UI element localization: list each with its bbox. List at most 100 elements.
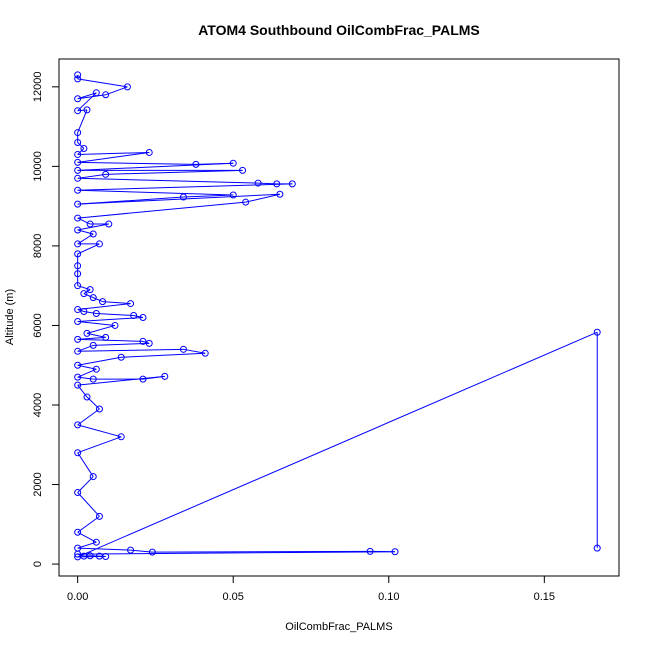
data-point	[74, 186, 82, 194]
data-point	[105, 220, 113, 228]
data-point	[74, 75, 82, 83]
series-segment	[77, 151, 150, 155]
y-tick-label: 10000	[32, 151, 44, 182]
series-segment	[96, 313, 134, 317]
y-tick-label: 6000	[32, 313, 44, 337]
data-point	[74, 129, 82, 137]
series-segment	[77, 285, 91, 291]
series-segment	[183, 348, 206, 354]
series-segment	[77, 109, 88, 133]
series-segment	[77, 348, 184, 352]
data-point	[74, 158, 82, 166]
y-tick-label: 8000	[32, 234, 44, 258]
series-segment	[77, 177, 259, 184]
series-segment	[245, 193, 281, 203]
data-point	[145, 339, 153, 347]
series-segment	[86, 324, 116, 334]
series-segment	[77, 547, 131, 551]
data-point	[86, 552, 94, 560]
data-point	[276, 190, 284, 198]
series-segment	[77, 161, 196, 165]
y-axis-label: Altitude (m)	[4, 289, 16, 345]
data-point	[161, 372, 169, 380]
data-point	[273, 180, 281, 188]
data-point	[99, 298, 107, 306]
series-segment	[93, 342, 150, 346]
data-point	[74, 95, 82, 103]
data-point	[74, 226, 82, 234]
data-point	[148, 548, 156, 556]
x-tick-label: 0.15	[534, 591, 555, 603]
data-point	[117, 353, 125, 361]
data-point	[127, 300, 135, 308]
data-point	[74, 282, 82, 290]
data-point	[83, 393, 91, 401]
series-segment	[77, 338, 144, 342]
data-point	[74, 270, 82, 278]
data-point	[74, 139, 82, 147]
data-point	[92, 365, 100, 373]
data-point	[391, 548, 399, 556]
data-point	[139, 314, 147, 321]
series-segment	[77, 243, 100, 255]
series-segment	[77, 78, 128, 88]
data-point	[179, 345, 187, 353]
series-segment	[77, 408, 100, 426]
data-point	[74, 250, 82, 258]
data-point	[123, 83, 131, 91]
data-point	[288, 180, 296, 188]
data-point	[80, 290, 88, 298]
data-point	[130, 312, 138, 320]
series-segment	[77, 424, 122, 438]
series-segment	[77, 217, 91, 225]
series-segment	[77, 201, 246, 219]
series-segment	[77, 476, 94, 493]
data-point	[179, 193, 187, 201]
series-segment	[105, 86, 128, 96]
series-segment	[77, 223, 109, 231]
data-point	[80, 308, 88, 316]
series-segment	[83, 293, 94, 299]
data-point	[74, 347, 82, 355]
series-segment	[77, 303, 131, 311]
series-segment	[77, 436, 122, 454]
series-segment	[77, 551, 396, 555]
series-segment	[77, 384, 88, 398]
series-segment	[77, 173, 106, 179]
data-point	[102, 170, 110, 178]
data-point	[74, 317, 82, 325]
data-point	[74, 449, 82, 457]
data-point	[80, 144, 88, 152]
series-segment	[77, 515, 100, 533]
data-point	[92, 89, 100, 97]
series-segment	[77, 183, 293, 191]
series-segment	[77, 151, 150, 163]
series-segment	[77, 92, 97, 112]
data-point	[86, 286, 94, 294]
data-point	[192, 160, 200, 168]
data-point	[111, 321, 119, 329]
data-point	[89, 230, 97, 238]
data-point	[74, 240, 82, 248]
data-point	[89, 341, 97, 349]
data-point	[229, 191, 237, 199]
data-point	[74, 553, 82, 561]
data-point	[117, 433, 125, 441]
series-segment	[77, 189, 234, 196]
data-point	[74, 166, 82, 174]
series-segment	[105, 169, 243, 175]
data-point	[86, 220, 94, 228]
series-segment	[77, 142, 85, 149]
data-point	[83, 106, 91, 114]
series-segment	[77, 320, 116, 326]
series-segment	[77, 193, 280, 205]
data-point	[74, 107, 82, 115]
series-segment	[77, 148, 85, 155]
data-point	[593, 328, 601, 336]
data-point	[74, 421, 82, 429]
data-point	[95, 240, 103, 248]
series-segment	[183, 194, 234, 198]
data-point	[74, 214, 82, 222]
series-segment	[93, 297, 103, 303]
